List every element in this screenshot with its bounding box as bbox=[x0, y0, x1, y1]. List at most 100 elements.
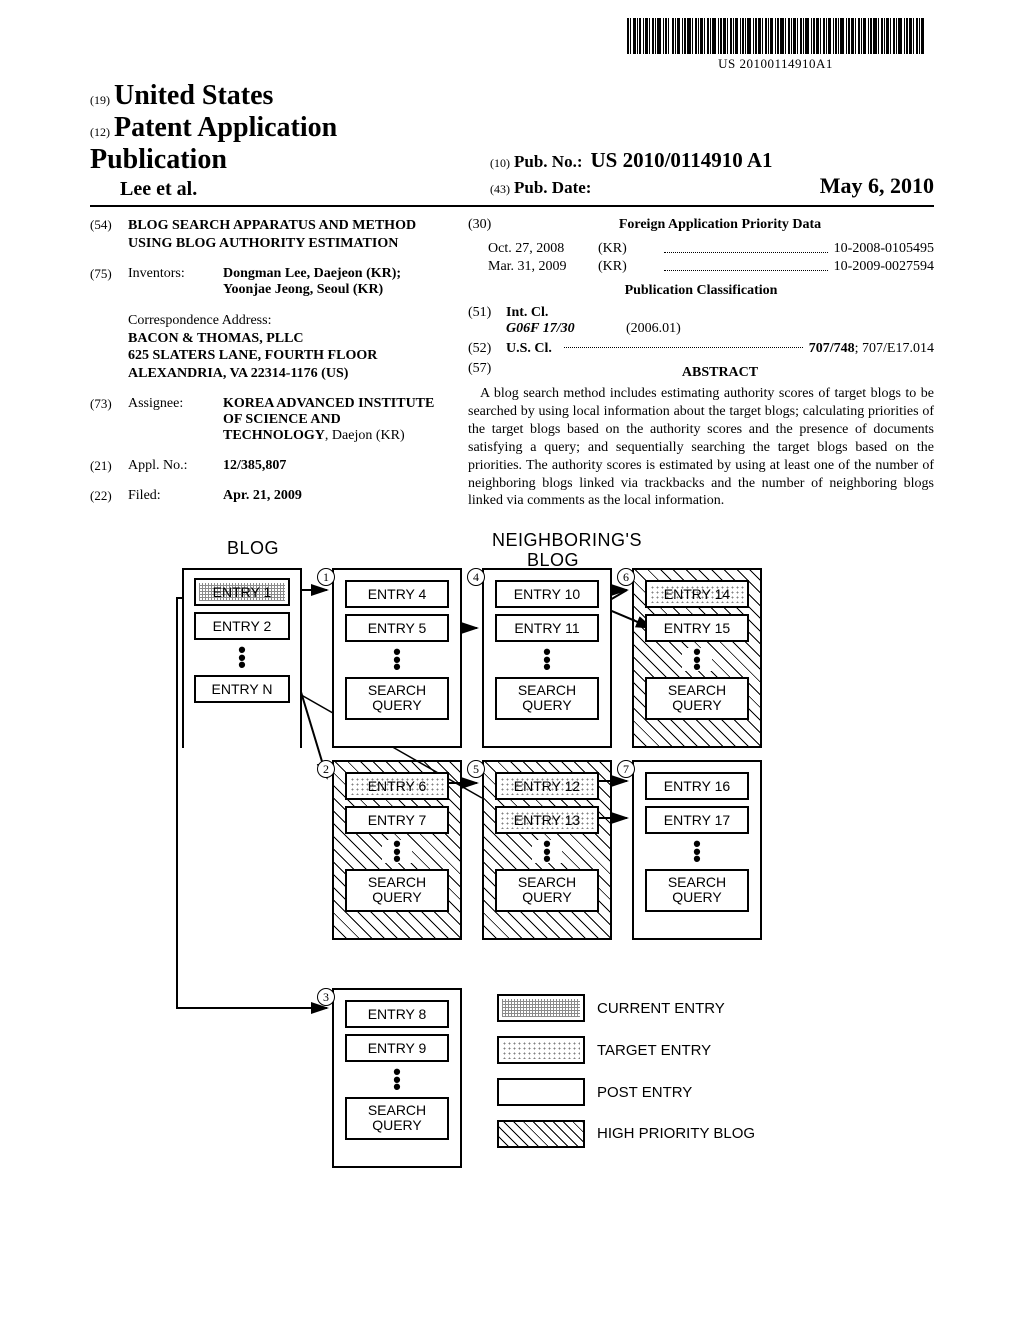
search-query: SEARCH QUERY bbox=[495, 869, 598, 912]
legend-box-target bbox=[497, 1036, 585, 1064]
corr-2: 625 SLATERS LANE, FOURTH FLOOR bbox=[128, 347, 440, 365]
legend-post: POST ENTRY bbox=[497, 1078, 692, 1106]
entry-10: ENTRY 10 bbox=[495, 580, 598, 608]
country: United States bbox=[114, 80, 273, 111]
circle-1: 1 bbox=[317, 568, 335, 586]
authors-short: Lee et al. bbox=[120, 178, 470, 201]
entry-11: ENTRY 11 bbox=[495, 614, 598, 642]
entry-n: ENTRY N bbox=[194, 675, 289, 703]
uscl-rest: ; 707/E17.014 bbox=[855, 341, 934, 356]
search-query: SEARCH QUERY bbox=[645, 869, 748, 912]
priority-num: 10-2009-0027594 bbox=[834, 259, 934, 275]
assignee-loc: , Daejon (KR) bbox=[325, 428, 405, 443]
search-query: SEARCH QUERY bbox=[495, 677, 598, 720]
title: BLOG SEARCH APPARATUS AND METHOD USING B… bbox=[128, 217, 440, 252]
assignee-label: Assignee: bbox=[128, 396, 223, 444]
corr-1: BACON & THOMAS, PLLC bbox=[128, 330, 440, 348]
pubclass-heading: Publication Classification bbox=[468, 283, 934, 299]
barcode-area: US 20100114910A1 bbox=[627, 18, 924, 72]
code-30: (30) bbox=[468, 217, 506, 233]
circle-6: 6 bbox=[617, 568, 635, 586]
code-73: (73) bbox=[90, 396, 128, 444]
vdots-icon: ••• bbox=[634, 840, 760, 863]
vdots-icon: ••• bbox=[682, 648, 712, 671]
pubdate-label: Pub. Date: bbox=[514, 178, 591, 198]
pubdate: May 6, 2010 bbox=[820, 173, 934, 199]
entry-4: ENTRY 4 bbox=[345, 580, 448, 608]
entry-6: ENTRY 6 bbox=[345, 772, 448, 800]
entry-1: ENTRY 1 bbox=[194, 578, 289, 606]
circle-5: 5 bbox=[467, 760, 485, 778]
pubno: US 2010/0114910 A1 bbox=[590, 148, 772, 172]
circle-7: 7 bbox=[617, 760, 635, 778]
code-22: (22) bbox=[90, 488, 128, 504]
vdots-icon: ••• bbox=[484, 648, 610, 671]
entry-12: ENTRY 12 bbox=[495, 772, 598, 800]
vdots-icon: ••• bbox=[334, 648, 460, 671]
legend-high: HIGH PRIORITY BLOG bbox=[497, 1120, 755, 1148]
search-query: SEARCH QUERY bbox=[345, 677, 448, 720]
intcl-label: Int. Cl. bbox=[506, 305, 548, 321]
vdots-icon: ••• bbox=[532, 840, 562, 863]
inventors-label: Inventors: bbox=[128, 266, 223, 298]
priority-row: Mar. 31, 2009 (KR) 10-2009-0027594 bbox=[488, 259, 934, 275]
pubno-label: Pub. No.: bbox=[514, 152, 582, 171]
header: (19) United States (12) Patent Applicati… bbox=[90, 80, 934, 201]
code-57: (57) bbox=[468, 361, 506, 385]
entry-13: ENTRY 13 bbox=[495, 806, 598, 834]
legend-target: TARGET ENTRY bbox=[497, 1036, 711, 1064]
pub-type: Patent Application Publication bbox=[90, 112, 337, 175]
label-blog: BLOG bbox=[227, 538, 279, 559]
entry-16: ENTRY 16 bbox=[645, 772, 748, 800]
intcl-class: G06F 17/30 bbox=[506, 321, 626, 337]
code-75: (75) bbox=[90, 266, 128, 298]
code-10: (10) bbox=[490, 156, 510, 170]
priority-country: (KR) bbox=[598, 259, 658, 275]
legend-target-label: TARGET ENTRY bbox=[597, 1042, 711, 1059]
code-21: (21) bbox=[90, 458, 128, 474]
code-52: (52) bbox=[468, 341, 506, 357]
priority-country: (KR) bbox=[598, 241, 658, 257]
correspondence: Correspondence Address: BACON & THOMAS, … bbox=[128, 312, 440, 382]
legend-box-post bbox=[497, 1078, 585, 1106]
biblio: (54) BLOG SEARCH APPARATUS AND METHOD US… bbox=[90, 217, 934, 518]
circle-4: 4 bbox=[467, 568, 485, 586]
circle-2: 2 bbox=[317, 760, 335, 778]
search-query: SEARCH QUERY bbox=[645, 677, 748, 720]
legend-high-label: HIGH PRIORITY BLOG bbox=[597, 1126, 755, 1143]
vdots-icon: ••• bbox=[382, 840, 412, 863]
legend-box-high bbox=[497, 1120, 585, 1148]
barcode bbox=[627, 18, 924, 54]
filed: Apr. 21, 2009 bbox=[223, 488, 440, 504]
legend-current-label: CURRENT ENTRY bbox=[597, 1000, 725, 1017]
circle-3: 3 bbox=[317, 988, 335, 1006]
code-12: (12) bbox=[90, 125, 110, 139]
entry-15: ENTRY 15 bbox=[645, 614, 748, 642]
legend-box-current bbox=[497, 994, 585, 1022]
foreign-heading: Foreign Application Priority Data bbox=[506, 217, 934, 233]
applno: 12/385,807 bbox=[223, 458, 440, 474]
entry-9: ENTRY 9 bbox=[345, 1034, 448, 1062]
entry-2: ENTRY 2 bbox=[194, 612, 289, 640]
entry-5: ENTRY 5 bbox=[345, 614, 448, 642]
priority-date: Oct. 27, 2008 bbox=[488, 241, 598, 257]
filed-label: Filed: bbox=[128, 488, 223, 504]
divider bbox=[90, 205, 934, 207]
abstract-heading: ABSTRACT bbox=[506, 365, 934, 381]
label-neighboring: NEIGHBORING'S bbox=[492, 530, 642, 551]
code-19: (19) bbox=[90, 93, 110, 107]
uscl-main: 707/748 bbox=[809, 341, 855, 356]
code-51: (51) bbox=[468, 305, 506, 321]
legend-post-label: POST ENTRY bbox=[597, 1084, 692, 1101]
priority-date: Mar. 31, 2009 bbox=[488, 259, 598, 275]
code-54: (54) bbox=[90, 217, 128, 252]
barcode-text: US 20100114910A1 bbox=[627, 56, 924, 72]
vdots-icon: ••• bbox=[334, 1068, 460, 1091]
priority-num: 10-2008-0105495 bbox=[834, 241, 934, 257]
applno-label: Appl. No.: bbox=[128, 458, 223, 474]
entry-14: ENTRY 14 bbox=[645, 580, 748, 608]
intcl-year: (2006.01) bbox=[626, 321, 681, 337]
figure: BLOG NEIGHBORING'S BLOG ENTRY 1 ENTRY 2 … bbox=[122, 538, 902, 1178]
entry-8: ENTRY 8 bbox=[345, 1000, 448, 1028]
search-query: SEARCH QUERY bbox=[345, 869, 448, 912]
